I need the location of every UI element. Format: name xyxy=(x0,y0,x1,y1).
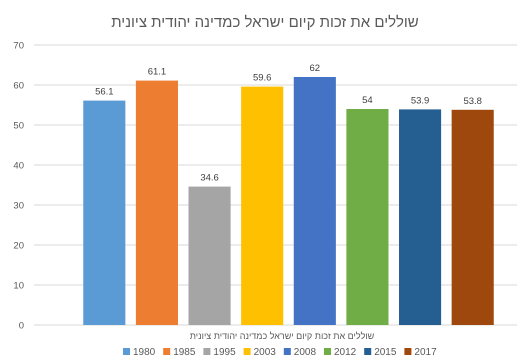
data-label-2003: 59.6 xyxy=(253,73,272,84)
legend-swatch-2012 xyxy=(324,348,331,355)
data-labels: 56.1 61.1 34.6 59.6 62 54 53.9 53.8 xyxy=(95,63,482,184)
legend-swatch-2017 xyxy=(404,348,412,355)
data-label-1980: 56.1 xyxy=(95,87,114,98)
legend-swatch-1985 xyxy=(163,348,171,355)
bar-2015 xyxy=(399,109,442,326)
data-label-2008: 62 xyxy=(310,63,321,74)
data-label-2015: 53.9 xyxy=(411,95,430,106)
legend-label-2017: 2017 xyxy=(414,347,437,358)
legend-swatch-2008 xyxy=(283,348,291,355)
y-tick-label: 40 xyxy=(13,161,24,172)
bar-1995 xyxy=(188,186,231,325)
legend-label-2015: 2015 xyxy=(374,347,397,358)
bar-2017 xyxy=(451,109,494,325)
legend-label-2012: 2012 xyxy=(334,347,357,358)
y-tick-label: 20 xyxy=(13,241,24,252)
category-label: שוללים את זכות קיום ישראל כמדינה יהודית … xyxy=(190,331,375,341)
legend: 1980 1985 1995 2003 2008 2012 2015 2017 xyxy=(123,347,437,358)
legend-swatch-2003 xyxy=(243,348,251,355)
data-label-1995: 34.6 xyxy=(200,173,219,184)
bar-1985 xyxy=(135,80,178,325)
bar-2008 xyxy=(293,77,336,325)
bar-2003 xyxy=(241,86,284,325)
data-label-2012: 54 xyxy=(362,95,373,106)
y-tick-label: 50 xyxy=(13,121,24,132)
legend-label-2003: 2003 xyxy=(254,347,277,358)
legend-label-1980: 1980 xyxy=(133,347,156,358)
legend-label-1995: 1995 xyxy=(213,347,236,358)
legend-label-1985: 1985 xyxy=(173,347,196,358)
legend-swatch-2015 xyxy=(364,348,372,355)
bar-1980 xyxy=(83,100,126,325)
data-label-2017: 53.8 xyxy=(463,96,482,107)
legend-swatch-1980 xyxy=(123,348,130,355)
y-tick-label: 70 xyxy=(13,41,24,52)
y-tick-label: 0 xyxy=(19,321,24,332)
y-tick-label: 10 xyxy=(13,281,24,292)
y-tick-label: 30 xyxy=(13,201,24,212)
legend-swatch-1995 xyxy=(203,348,211,355)
bar-2012 xyxy=(346,109,389,325)
legend-label-2008: 2008 xyxy=(294,347,317,358)
y-axis: 0 10 20 30 40 50 60 70 xyxy=(13,41,24,332)
data-label-1985: 61.1 xyxy=(148,67,167,78)
chart-title: שוללים את זכות קיום ישראל כמדינה יהודית … xyxy=(111,14,419,31)
bars xyxy=(83,77,494,326)
y-tick-label: 60 xyxy=(13,81,24,92)
